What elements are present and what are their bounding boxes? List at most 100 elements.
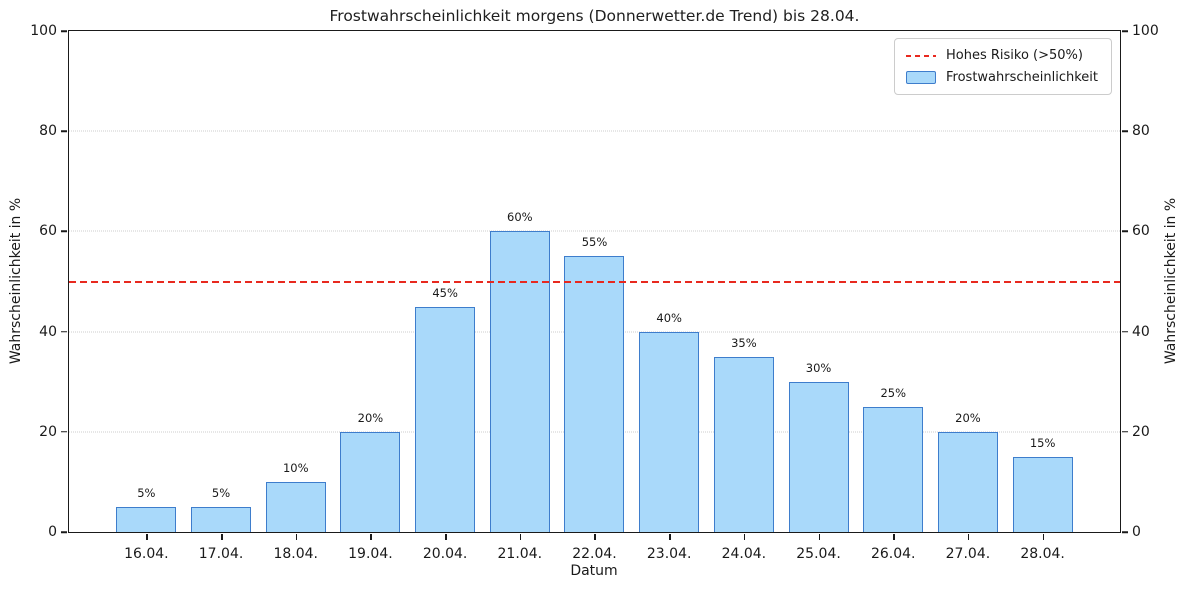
- y-tick-left-80: [61, 130, 67, 132]
- bar: [116, 506, 177, 532]
- chart-title: Frostwahrscheinlichkeit morgens (Donnerw…: [329, 7, 860, 25]
- bar-slot-24.04.: 35% 24.04.: [707, 31, 782, 562]
- bar-value-label: 60%: [507, 210, 533, 225]
- y-tick-label-left-20: 20: [39, 423, 57, 440]
- x-tick-label: 22.04.: [572, 546, 617, 562]
- plot-area: 5% 16.04. 5% 17.04. 10% 18.04. 20% 19.04. 45% 20.…: [30, 23, 1158, 562]
- bar: [489, 231, 550, 532]
- x-tick: [519, 534, 522, 540]
- bar-slot-27.04.: 20% 27.04.: [931, 31, 1006, 562]
- bar-swatch-icon: [906, 71, 936, 84]
- bar-slot-22.04.: 55% 22.04.: [557, 31, 632, 562]
- bar: [713, 356, 774, 532]
- x-tick: [221, 534, 223, 540]
- x-tick: [1042, 534, 1045, 540]
- y-tick-label-left-40: 40: [39, 323, 57, 340]
- x-tick-label: 17.04.: [198, 546, 244, 562]
- y-tick-left-0: [61, 531, 67, 533]
- bar-slot-17.04.: 5% 17.04.: [184, 31, 259, 562]
- y-tick-left-100: [61, 30, 67, 32]
- bar-value-label: 45%: [432, 285, 458, 300]
- x-tick-label: 16.04.: [124, 546, 169, 562]
- bar-value-label: 30%: [805, 360, 832, 375]
- y-tick-label-right-20: 20: [1132, 423, 1150, 440]
- legend-row-bars: Frostwahrscheinlichkeit: [906, 70, 1098, 85]
- y-tick-label-left-60: 60: [39, 223, 57, 240]
- x-tick-label: 24.04.: [721, 546, 767, 562]
- bar-slot-23.04.: 40% 23.04.: [632, 31, 707, 562]
- bar: [340, 431, 401, 532]
- y-tick-right-40: [1122, 330, 1128, 333]
- x-tick: [295, 534, 298, 540]
- bar-slot-18.04.: 10% 18.04.: [258, 31, 333, 562]
- bar-slot-28.04.: 15% 28.04.: [1005, 31, 1080, 562]
- legend-label-bars: Frostwahrscheinlichkeit: [946, 70, 1098, 85]
- x-tick-label: 18.04.: [273, 546, 318, 562]
- bar-value-label: 40%: [656, 310, 682, 325]
- bar: [265, 481, 326, 532]
- bar-value-label: 35%: [731, 335, 757, 350]
- y-tick-label-left-100: 100: [30, 23, 57, 39]
- y-tick-label-right-100: 100: [1132, 23, 1159, 39]
- x-tick-label: 28.04.: [1020, 546, 1065, 562]
- x-tick-label: 21.04.: [497, 546, 543, 562]
- y-tick-label-right-40: 40: [1132, 323, 1150, 340]
- x-tick: [370, 534, 372, 540]
- y-tick-label-right-60: 60: [1132, 223, 1150, 240]
- bar-slot-20.04.: 45% 20.04.: [408, 31, 483, 562]
- bar-value-label: 55%: [581, 235, 608, 250]
- y-axis-label-left: Wahrscheinlichkeit in %: [8, 197, 24, 365]
- x-tick: [967, 534, 970, 540]
- x-tick-label: 25.04.: [796, 546, 841, 562]
- x-tick: [669, 534, 671, 540]
- x-tick: [146, 534, 148, 540]
- legend: Hohes Risiko (>50%) Frostwahrscheinlichk…: [894, 38, 1112, 95]
- y-tick-left-60: [61, 230, 67, 233]
- bar-value-label: 5%: [211, 485, 231, 500]
- bar-slot-16.04.: 5% 16.04.: [109, 31, 184, 562]
- legend-row-risk: Hohes Risiko (>50%): [906, 48, 1098, 63]
- gridline-60: [69, 230, 1120, 232]
- bar-slot-25.04.: 30% 25.04.: [781, 31, 856, 562]
- bar-value-label: 15%: [1029, 435, 1056, 450]
- gridline-80: [69, 130, 1120, 132]
- dashed-line-icon: [906, 54, 936, 57]
- x-tick-label: 27.04.: [945, 546, 991, 562]
- y-tick-right-100: [1122, 30, 1128, 32]
- y-tick-label-left-0: 0: [48, 524, 57, 540]
- bar: [191, 506, 252, 532]
- y-tick-right-20: [1122, 431, 1128, 433]
- y-tick-left-40: [61, 330, 67, 333]
- bar: [788, 381, 849, 532]
- bar-value-label: 25%: [880, 385, 906, 400]
- x-tick: [594, 534, 596, 540]
- bar: [937, 431, 998, 532]
- y-axis-label-right: Wahrscheinlichkeit in %: [1163, 197, 1179, 365]
- y-tick-right-60: [1122, 230, 1128, 233]
- x-tick-label: 23.04.: [646, 546, 692, 562]
- bar: [863, 406, 924, 532]
- x-tick-label: 19.04.: [348, 546, 393, 562]
- bar: [415, 306, 476, 532]
- bar: [639, 331, 700, 532]
- bar: [1012, 456, 1073, 532]
- x-tick: [743, 534, 746, 540]
- y-tick-left-20: [61, 431, 67, 433]
- bar: [564, 256, 625, 532]
- x-tick-label: 26.04.: [870, 546, 916, 562]
- x-axis-label: Datum: [570, 563, 618, 579]
- y-tick-right-0: [1122, 531, 1128, 533]
- x-tick: [445, 534, 447, 540]
- bar-value-label: 10%: [282, 460, 309, 475]
- high-risk-threshold-line: [69, 280, 1120, 283]
- y-tick-label-right-80: 80: [1132, 123, 1150, 140]
- bar-slot-19.04.: 20% 19.04.: [333, 31, 408, 562]
- y-tick-label-left-80: 80: [39, 123, 57, 140]
- bar-series: 5% 16.04. 5% 17.04. 10% 18.04. 20% 19.04. 45% 20.…: [69, 31, 1120, 562]
- bar-value-label: 20%: [955, 410, 981, 425]
- bar-value-label: 20%: [357, 410, 384, 425]
- y-tick-right-80: [1122, 130, 1128, 132]
- x-tick-label: 20.04.: [422, 546, 468, 562]
- legend-label-risk: Hohes Risiko (>50%): [946, 48, 1083, 63]
- y-tick-label-right-0: 0: [1132, 524, 1141, 540]
